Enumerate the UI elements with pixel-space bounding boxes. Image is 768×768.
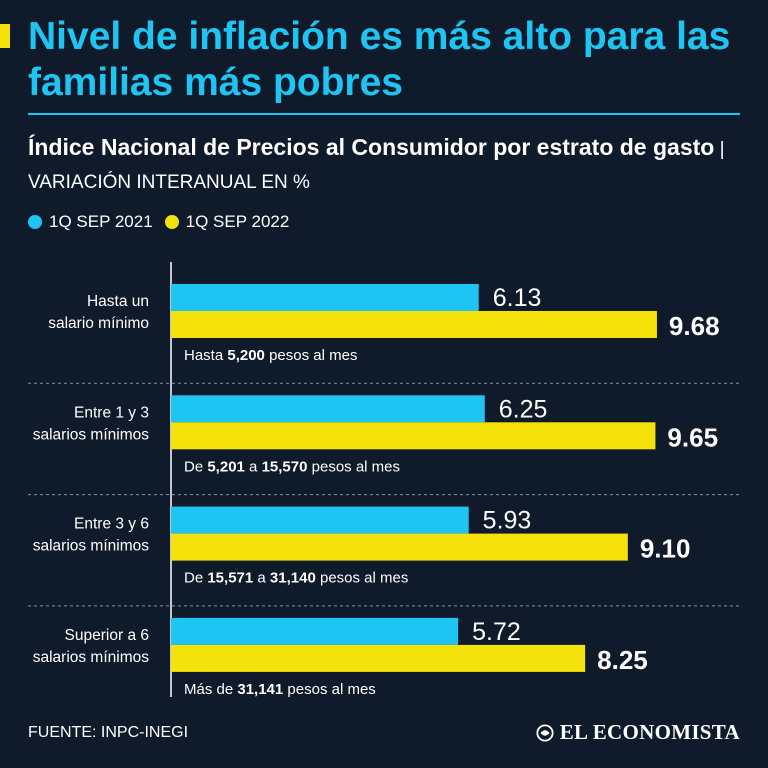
- bar-2022: [171, 533, 628, 561]
- legend-item-2022: 1Q SEP 2022: [164, 212, 290, 232]
- income-range-text: pesos al mes: [265, 347, 358, 364]
- subtitle-separator: |: [714, 139, 725, 160]
- data-label-2022: 9.68: [669, 311, 720, 341]
- bar-2021: [171, 284, 479, 311]
- legend-item-2021: 1Q SEP 2021: [28, 212, 153, 232]
- income-range-note: Hasta 5,200 pesos al mes: [184, 347, 357, 364]
- income-range-text: Más de: [184, 681, 237, 698]
- income-range-amount: 31,140: [270, 570, 316, 587]
- income-range-amount: 15,570: [262, 458, 308, 475]
- category-label: salario mínimo: [48, 315, 149, 332]
- bar-2021: [171, 395, 485, 423]
- income-range-text: Hasta: [184, 347, 227, 364]
- bar-2022: [171, 311, 657, 338]
- brand-emblem-icon: [536, 723, 554, 742]
- category-label: Hasta un: [87, 293, 149, 310]
- category-label: Entre 1 y 3: [74, 404, 149, 421]
- bar-2021: [171, 617, 459, 645]
- income-range-text: pesos al mes: [283, 681, 376, 698]
- income-range-text: De: [184, 458, 207, 475]
- category-label: salarios mínimos: [33, 538, 150, 555]
- income-range-text: a: [245, 458, 262, 475]
- legend-swatch-2022: [164, 215, 179, 229]
- category-label: Entre 3 y 6: [74, 516, 149, 533]
- legend-swatch-2021: [28, 215, 42, 229]
- income-range-note: De 5,201 a 15,570 pesos al mes: [184, 458, 400, 475]
- income-range-note: Más de 31,141 pesos al mes: [184, 681, 376, 698]
- income-range-amount: 5,201: [207, 458, 245, 475]
- category-label: Superior a 6: [65, 627, 149, 644]
- data-label-2022: 9.65: [667, 422, 718, 452]
- data-label-2022: 8.25: [597, 645, 648, 675]
- source-note: FUENTE: INPC-INEGI: [28, 724, 189, 741]
- page-title: Nivel de inflación es más alto para las …: [28, 15, 731, 104]
- category-label: salarios mínimos: [33, 426, 150, 443]
- bar-2022: [171, 422, 656, 450]
- income-range-amount: 5,200: [227, 347, 265, 364]
- subtitle-unit: VARIACIÓN INTERANUAL EN %: [28, 172, 310, 193]
- data-label-2021: 6.13: [493, 284, 542, 312]
- title-divider: [28, 113, 740, 115]
- title-accent-bar: [0, 24, 10, 48]
- subtitle-main: Índice Nacional de Precios al Consumidor…: [28, 134, 715, 160]
- income-range-text: a: [253, 570, 270, 587]
- data-label-2022: 9.10: [640, 534, 691, 564]
- data-label-2021: 5.93: [483, 507, 532, 535]
- legend-label-2022: 1Q SEP 2022: [185, 212, 290, 231]
- brand-logo: EL ECONOMISTA: [536, 720, 740, 745]
- income-range-text: pesos al mes: [316, 570, 409, 587]
- data-label-2021: 6.25: [499, 395, 548, 423]
- income-range-text: pesos al mes: [307, 458, 400, 475]
- income-range-note: De 15,571 a 31,140 pesos al mes: [184, 570, 408, 587]
- legend-label-2021: 1Q SEP 2021: [49, 212, 153, 231]
- income-range-text: De: [184, 570, 207, 587]
- bar-2022: [171, 644, 586, 672]
- income-range-amount: 15,571: [207, 570, 253, 587]
- data-label-2021: 5.72: [472, 618, 521, 646]
- legend: 1Q SEP 2021 1Q SEP 2022: [28, 211, 301, 233]
- income-range-amount: 31,141: [237, 681, 283, 698]
- category-label: salarios mínimos: [33, 649, 150, 666]
- brand-name: EL ECONOMISTA: [559, 720, 740, 744]
- bar-2021: [171, 506, 469, 534]
- chart-subtitle: Índice Nacional de Precios al Consumidor…: [28, 132, 748, 198]
